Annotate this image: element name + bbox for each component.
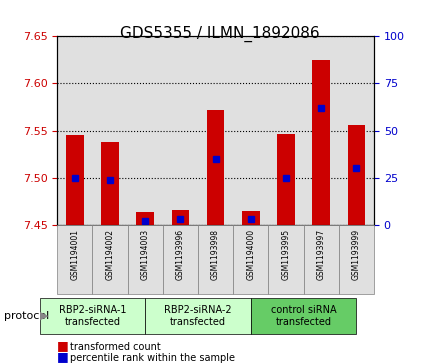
Bar (277, 134, 295, 225)
Text: GSM1193995: GSM1193995 (282, 229, 290, 280)
Bar (136, 212, 154, 225)
FancyBboxPatch shape (268, 225, 304, 294)
Bar (172, 210, 189, 225)
Bar (207, 110, 224, 225)
FancyBboxPatch shape (57, 225, 92, 294)
Text: RBP2-siRNA-2
transfected: RBP2-siRNA-2 transfected (164, 305, 232, 327)
Text: GSM1194002: GSM1194002 (106, 229, 114, 280)
Bar (348, 125, 365, 225)
FancyBboxPatch shape (92, 225, 128, 294)
Bar (66, 135, 84, 225)
Text: GSM1193996: GSM1193996 (176, 229, 185, 280)
Text: ▶: ▶ (40, 311, 48, 321)
FancyBboxPatch shape (198, 225, 233, 294)
Bar (242, 211, 260, 225)
Text: GSM1194003: GSM1194003 (141, 229, 150, 280)
Text: GSM1194001: GSM1194001 (70, 229, 79, 280)
Bar (312, 60, 330, 225)
Text: GSM1193998: GSM1193998 (211, 229, 220, 280)
Text: percentile rank within the sample: percentile rank within the sample (70, 353, 235, 363)
Text: GSM1193997: GSM1193997 (317, 229, 326, 280)
FancyBboxPatch shape (233, 225, 268, 294)
Text: ■: ■ (57, 339, 69, 352)
Text: GDS5355 / ILMN_1892086: GDS5355 / ILMN_1892086 (120, 25, 320, 42)
Text: transformed count: transformed count (70, 342, 161, 352)
Text: GSM1194000: GSM1194000 (246, 229, 255, 280)
Bar (101, 142, 119, 225)
Text: ■: ■ (57, 350, 69, 363)
FancyBboxPatch shape (304, 225, 339, 294)
FancyBboxPatch shape (339, 225, 374, 294)
Text: RBP2-siRNA-1
transfected: RBP2-siRNA-1 transfected (59, 305, 126, 327)
Text: protocol: protocol (4, 311, 50, 321)
FancyBboxPatch shape (163, 225, 198, 294)
Text: control siRNA
transfected: control siRNA transfected (271, 305, 337, 327)
Text: GSM1193999: GSM1193999 (352, 229, 361, 280)
FancyBboxPatch shape (128, 225, 163, 294)
